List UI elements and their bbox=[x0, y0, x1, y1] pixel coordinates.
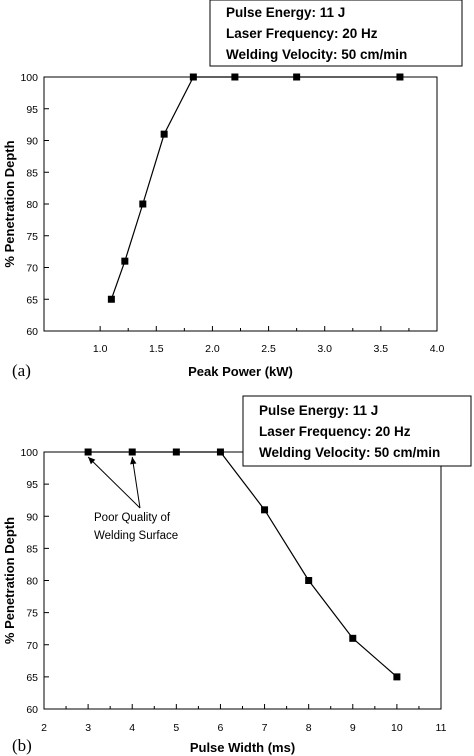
data-point bbox=[216, 448, 224, 456]
y-axis-label: % Penetration Depth bbox=[2, 517, 17, 644]
annotation-text: Poor Quality of bbox=[94, 512, 171, 524]
info-box-line: Welding Velocity: 50 cm/min bbox=[259, 445, 440, 460]
x-tick-label: 1.0 bbox=[93, 343, 108, 355]
x-tick-label: 7 bbox=[262, 722, 268, 734]
annotation-arrowhead bbox=[88, 457, 96, 465]
x-tick-label: 2.5 bbox=[261, 343, 276, 355]
x-tick-label: 11 bbox=[436, 722, 447, 734]
annotation-arrow bbox=[87, 456, 141, 509]
panel-label: (a) bbox=[12, 361, 31, 380]
series-line bbox=[88, 451, 398, 678]
data-point bbox=[393, 673, 401, 681]
y-tick-label: 100 bbox=[20, 447, 38, 459]
x-axis-label: Peak Power (kW) bbox=[188, 364, 293, 379]
y-tick-label: 90 bbox=[26, 511, 38, 523]
y-tick-label: 75 bbox=[26, 608, 38, 620]
panel-label: (b) bbox=[12, 736, 32, 755]
y-tick-label: 100 bbox=[20, 72, 38, 84]
x-tick-label: 2.0 bbox=[205, 343, 220, 355]
y-tick-label: 65 bbox=[26, 672, 38, 684]
x-tick-label: 3 bbox=[85, 722, 91, 734]
info-box-line: Laser Frequency: 20 Hz bbox=[226, 26, 378, 41]
y-tick-label: 75 bbox=[26, 231, 38, 243]
data-point bbox=[121, 257, 129, 265]
data-point bbox=[189, 73, 197, 81]
info-box-line: Pulse Energy: 11 J bbox=[226, 5, 345, 20]
data-point bbox=[261, 506, 269, 514]
x-tick-label: 4 bbox=[129, 722, 135, 734]
y-tick-label: 85 bbox=[26, 167, 38, 179]
x-tick-label: 1.5 bbox=[149, 343, 164, 355]
data-point bbox=[231, 73, 239, 81]
y-tick-label: 90 bbox=[26, 136, 38, 148]
y-tick-label: 70 bbox=[26, 640, 38, 652]
y-tick-label: 60 bbox=[26, 326, 38, 338]
data-point bbox=[128, 448, 136, 456]
y-tick-label: 65 bbox=[26, 294, 38, 306]
x-tick-label: 5 bbox=[173, 722, 179, 734]
data-point bbox=[139, 200, 147, 208]
data-point bbox=[396, 73, 404, 81]
y-tick-label: 95 bbox=[26, 104, 38, 116]
info-box bbox=[242, 395, 472, 467]
series-line bbox=[110, 76, 400, 300]
y-tick-label: 85 bbox=[26, 543, 38, 555]
data-point bbox=[84, 448, 92, 456]
data-point bbox=[107, 295, 115, 303]
data-point bbox=[349, 634, 357, 642]
y-tick-label: 80 bbox=[26, 199, 38, 211]
info-box-line: Pulse Energy: 11 J bbox=[259, 403, 378, 418]
data-point bbox=[293, 73, 301, 81]
info-box-line: Laser Frequency: 20 Hz bbox=[259, 424, 411, 439]
plot-frame bbox=[43, 451, 442, 710]
y-tick-label: 95 bbox=[26, 479, 38, 491]
x-tick-label: 2 bbox=[41, 722, 47, 734]
y-axis-label: % Penetration Depth bbox=[2, 140, 17, 267]
info-box-line: Welding Velocity: 50 cm/min bbox=[226, 47, 407, 62]
x-axis-label: Pulse Width (ms) bbox=[190, 740, 295, 755]
x-tick-label: 3.0 bbox=[317, 343, 332, 355]
y-tick-label: 70 bbox=[26, 263, 38, 275]
x-tick-label: 10 bbox=[391, 722, 403, 734]
y-tick-label: 80 bbox=[26, 576, 38, 588]
data-point bbox=[160, 130, 168, 138]
annotation-arrow bbox=[131, 456, 141, 509]
plot-frame bbox=[43, 76, 438, 332]
data-point bbox=[172, 448, 180, 456]
x-tick-label: 4.0 bbox=[430, 343, 445, 355]
annotation-text: Welding Surface bbox=[94, 530, 178, 542]
x-tick-label: 9 bbox=[350, 722, 356, 734]
annotation-arrowhead bbox=[130, 457, 137, 465]
x-tick-label: 3.5 bbox=[374, 343, 389, 355]
y-tick-label: 60 bbox=[26, 704, 38, 716]
data-point bbox=[305, 577, 313, 584]
x-tick-label: 6 bbox=[218, 722, 224, 734]
info-box bbox=[209, 0, 463, 67]
x-tick-label: 8 bbox=[306, 722, 312, 734]
